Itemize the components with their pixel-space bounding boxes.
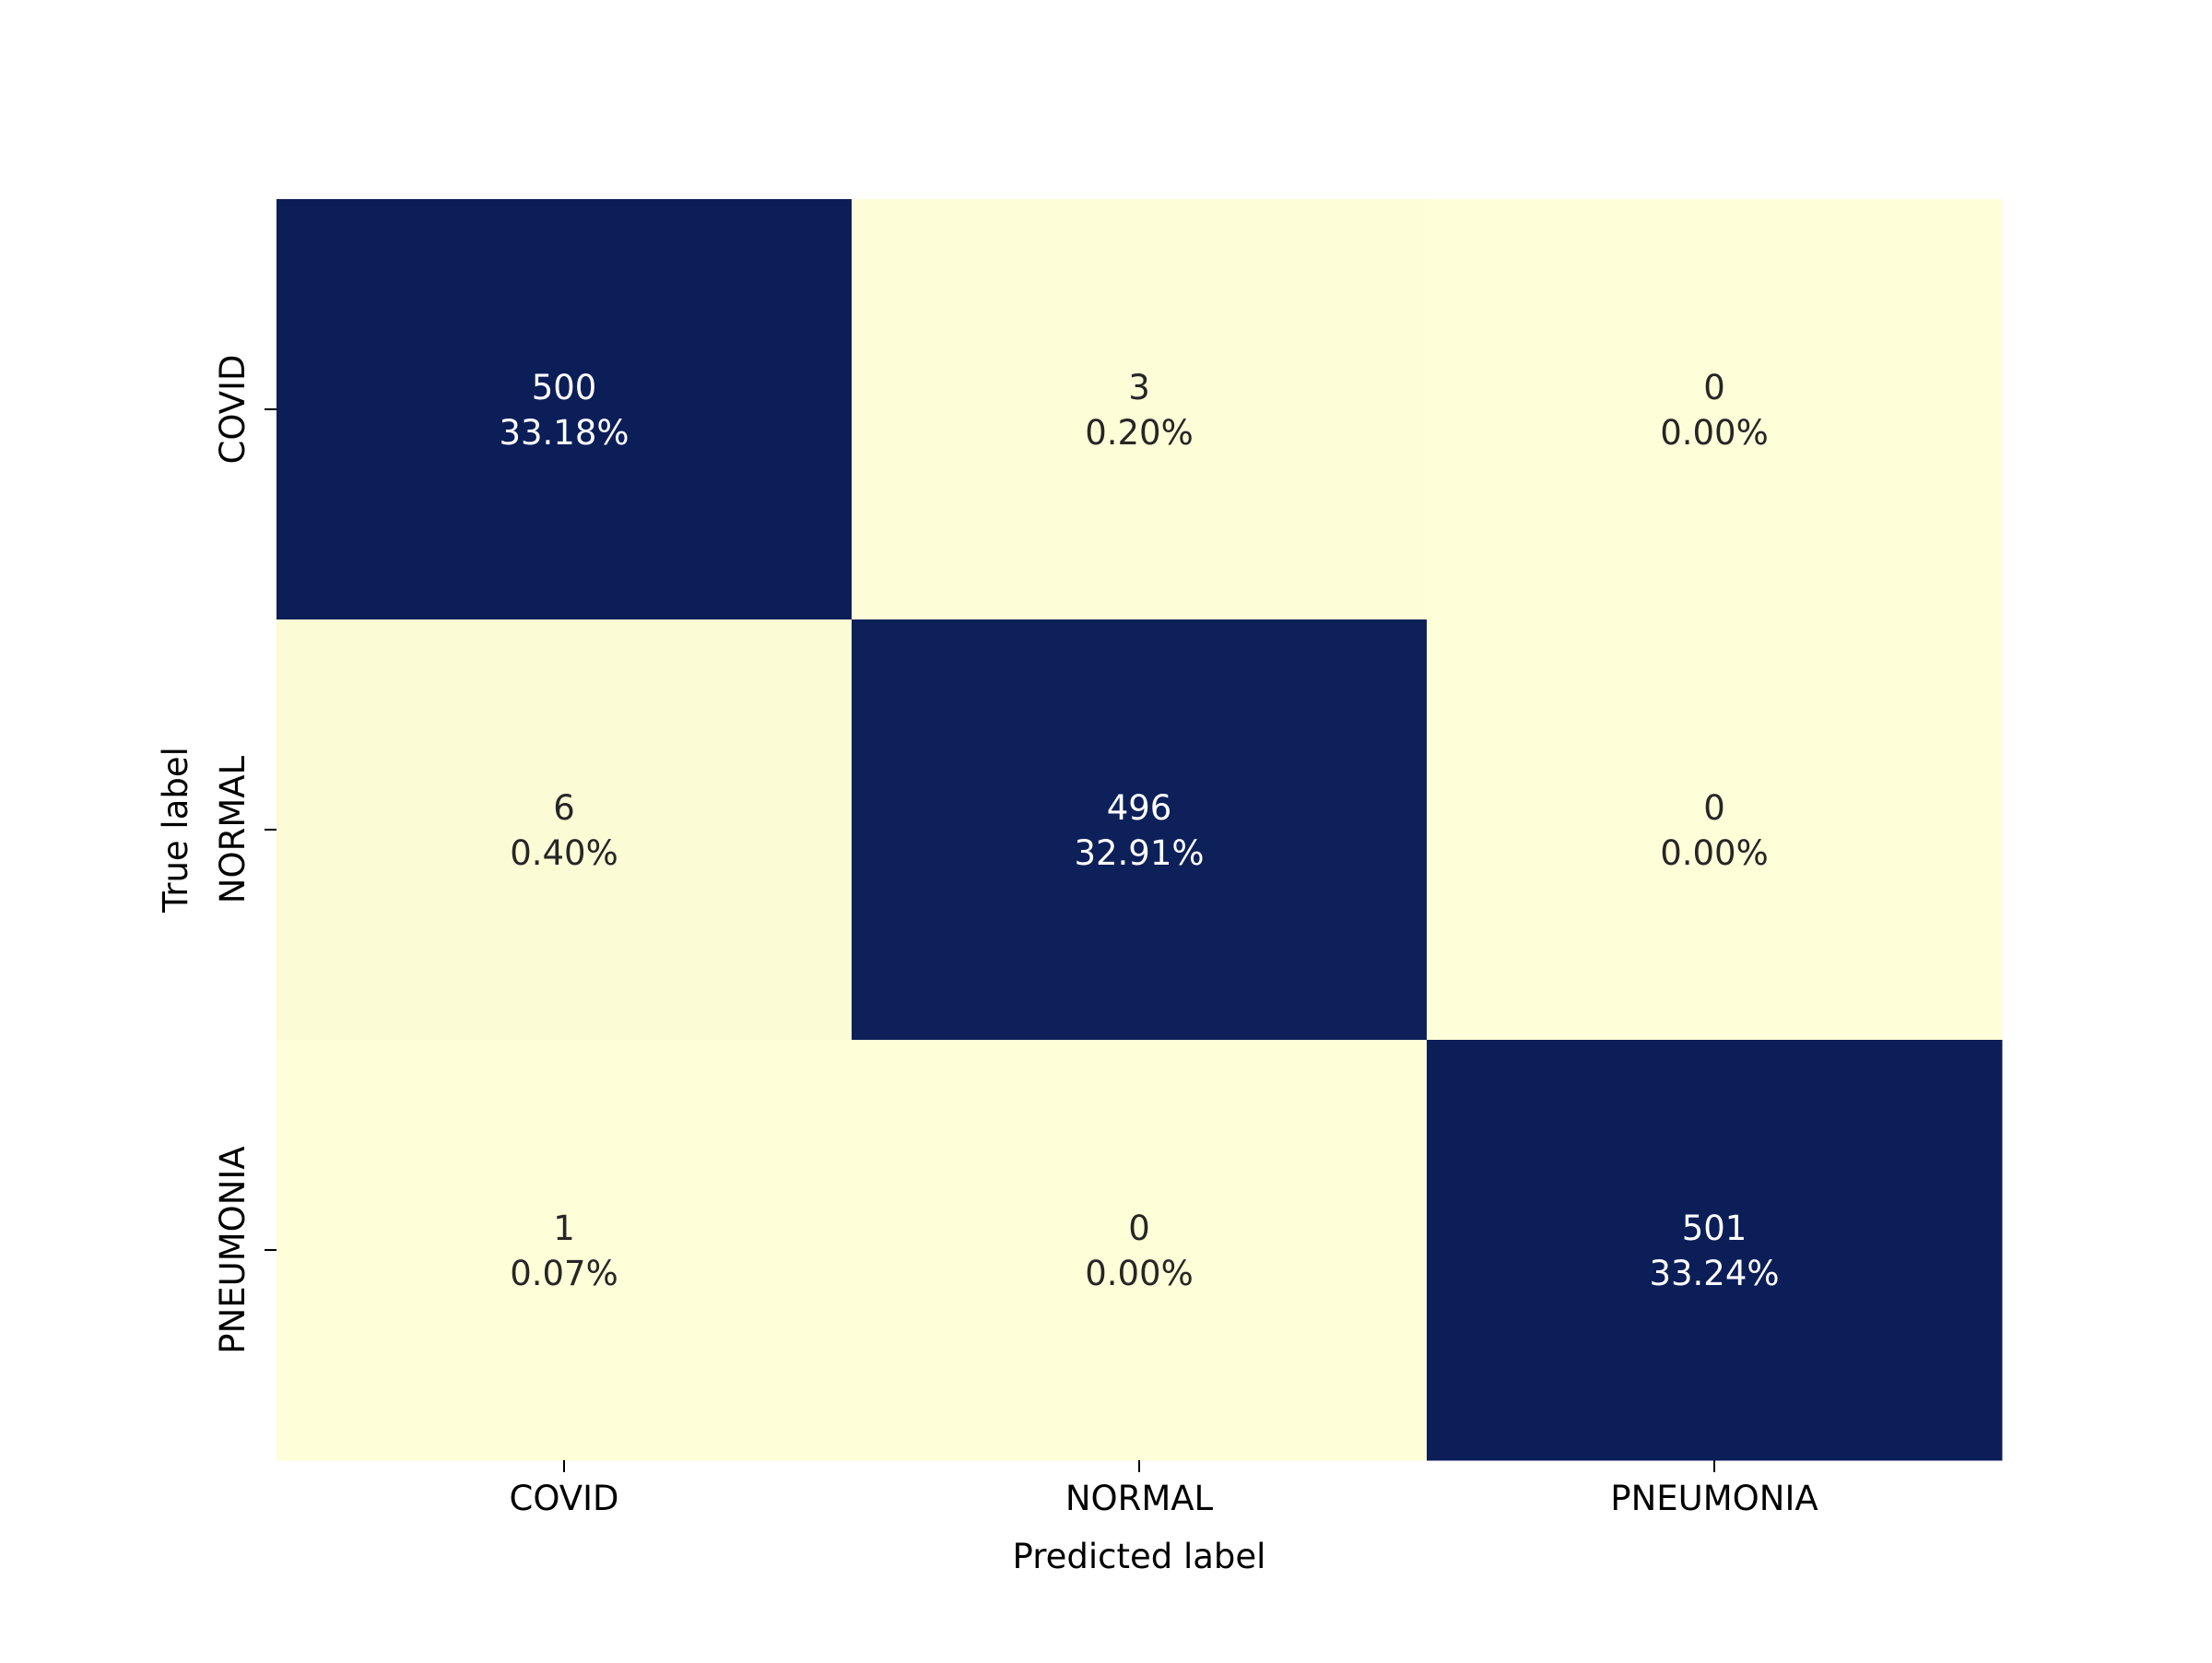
heatmap-cell-0-1 <box>852 199 1428 620</box>
cell-count-0-0: 500 <box>532 368 597 407</box>
cell-percent-2-1: 0.00% <box>1085 1254 1194 1293</box>
x-tick-label-2: PNEUMONIA <box>1610 1479 1818 1518</box>
heatmap-cell-1-2 <box>1427 619 2003 1041</box>
cell-count-2-1: 0 <box>1128 1209 1150 1248</box>
y-tick-label-1: NORMAL <box>213 755 253 903</box>
heatmap-cell-0-0 <box>276 199 853 620</box>
cell-count-1-0: 6 <box>553 788 575 828</box>
cell-percent-1-2: 0.00% <box>1660 833 1769 873</box>
cell-percent-0-0: 33.18% <box>499 413 629 453</box>
heatmap-cell-2-1 <box>852 1040 1428 1461</box>
x-axis-label: Predicted label <box>1013 1537 1266 1576</box>
y-tick-label-0: COVID <box>213 354 253 464</box>
cell-count-1-2: 0 <box>1703 788 1725 828</box>
cell-percent-1-1: 32.91% <box>1074 833 1204 873</box>
cell-count-0-2: 0 <box>1703 368 1725 407</box>
x-tick-label-1: NORMAL <box>1065 1479 1214 1518</box>
heatmap-cell-1-0 <box>276 619 853 1041</box>
cell-percent-1-0: 0.40% <box>510 833 618 873</box>
y-axis-label: True label <box>156 747 195 914</box>
cell-count-0-1: 3 <box>1128 368 1150 407</box>
heatmap-cell-2-0 <box>276 1040 853 1461</box>
heatmap-cell-0-2 <box>1427 199 2003 620</box>
heatmap-cell-1-1 <box>852 619 1428 1041</box>
cell-count-1-1: 496 <box>1107 788 1172 828</box>
heatmap-cells <box>276 199 2003 1461</box>
x-tick-label-0: COVID <box>509 1479 618 1518</box>
cell-count-2-0: 1 <box>553 1209 575 1248</box>
x-axis: COVID NORMAL PNEUMONIA <box>509 1460 1818 1518</box>
cell-percent-0-1: 0.20% <box>1085 413 1194 453</box>
cell-annotations: 500 33.18% 3 0.20% 0 0.00% 6 0.40% 496 32.91% 0 0.0… <box>499 368 1779 1293</box>
heatmap-cell-2-2 <box>1427 1040 2003 1461</box>
cell-percent-2-0: 0.07% <box>510 1254 618 1293</box>
y-tick-label-2: PNEUMONIA <box>213 1146 253 1353</box>
cell-percent-0-2: 0.00% <box>1660 413 1769 453</box>
cell-percent-2-2: 33.24% <box>1649 1254 1779 1293</box>
cell-count-2-2: 501 <box>1682 1209 1747 1248</box>
y-axis: COVID NORMAL PNEUMONIA <box>213 354 276 1354</box>
